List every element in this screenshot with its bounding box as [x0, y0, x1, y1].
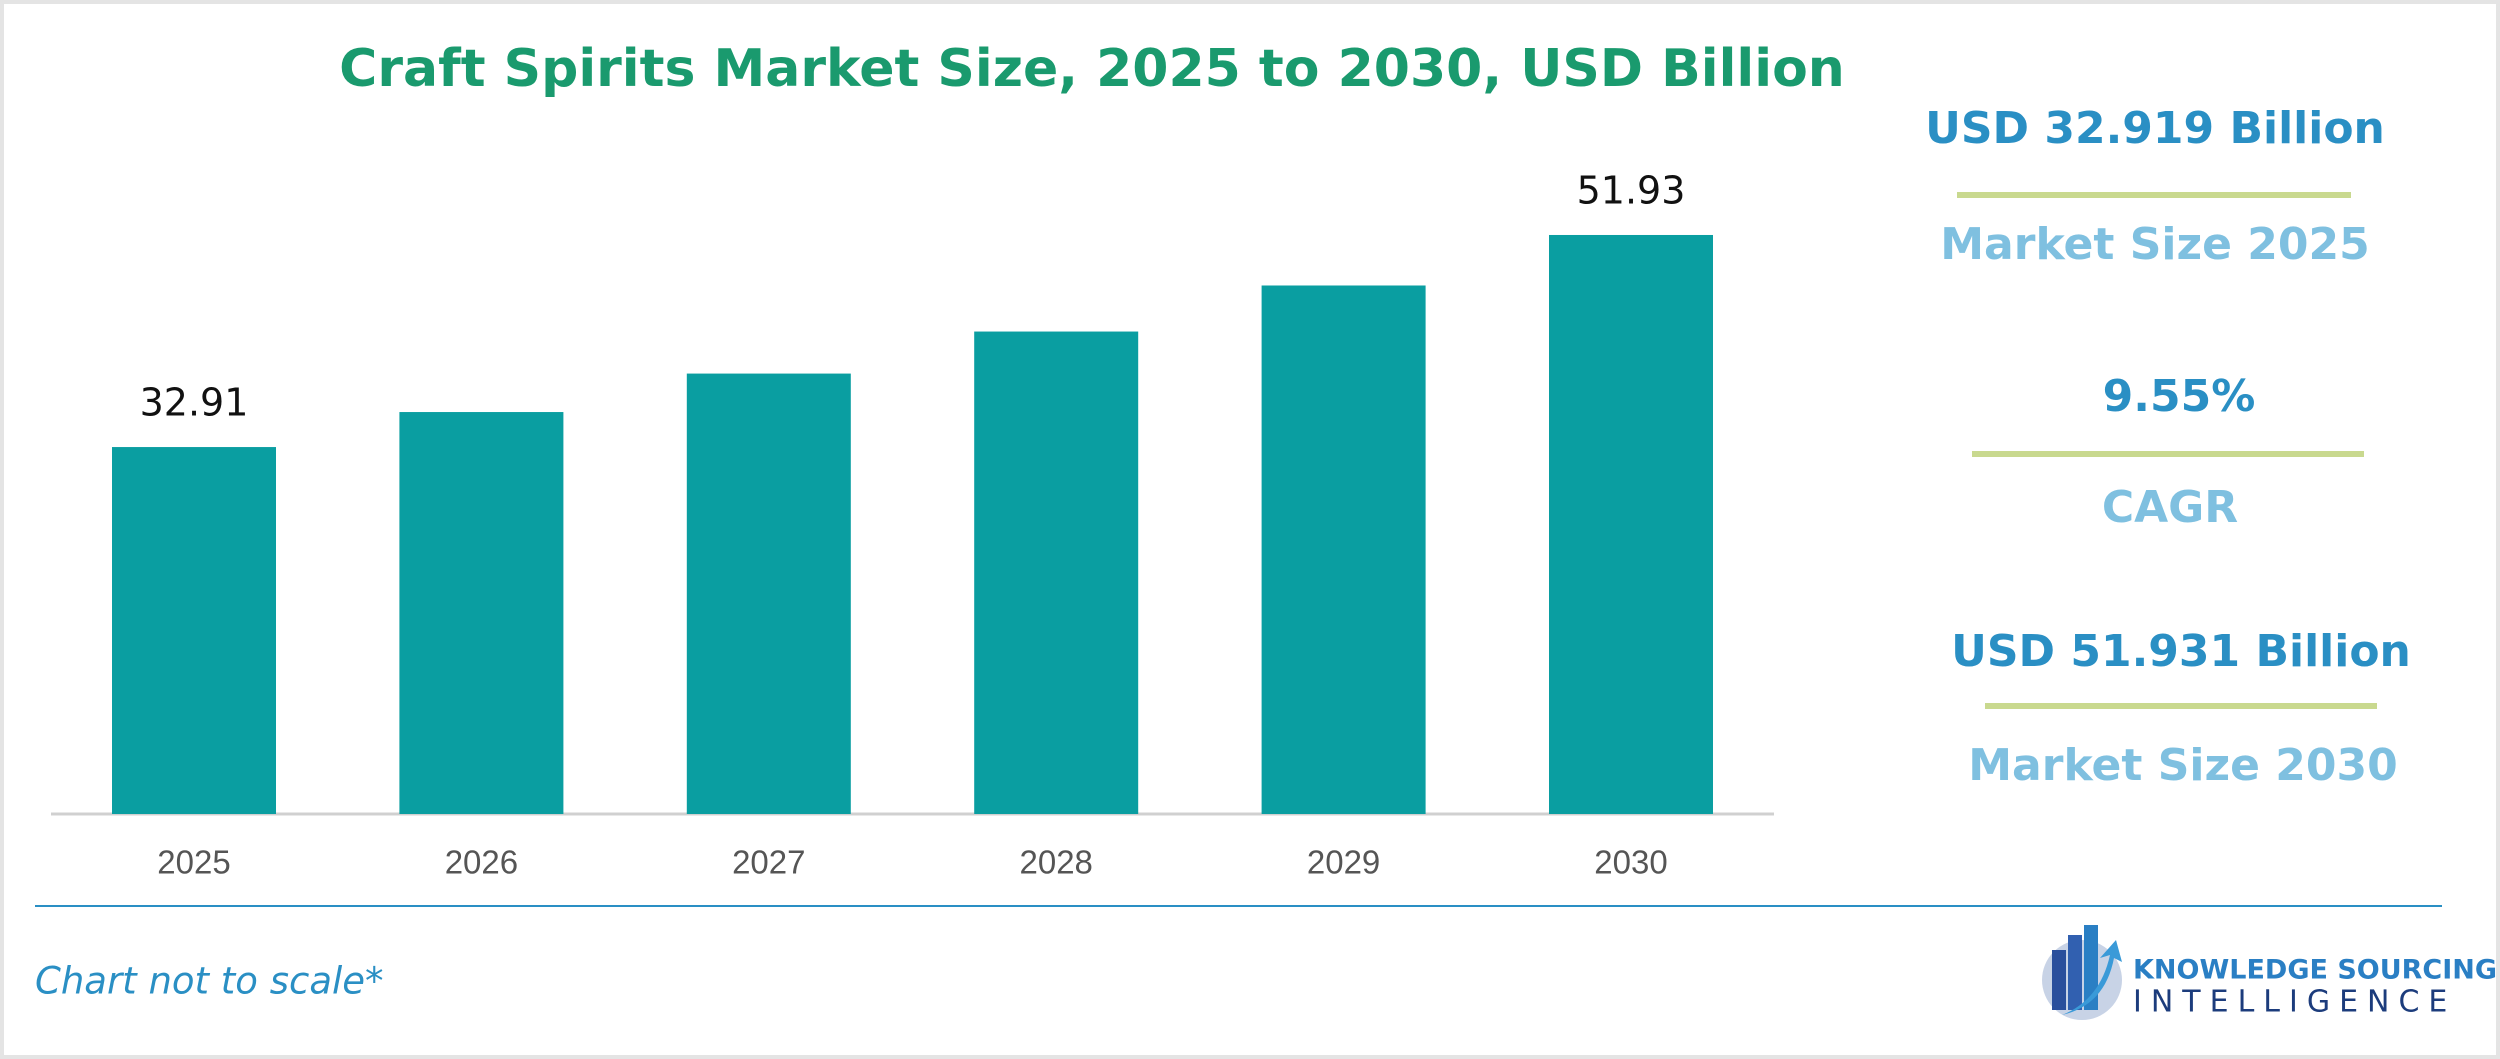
highlight-value: 9.55% — [2103, 371, 2256, 422]
bar — [399, 412, 564, 814]
highlight-value: USD 32.919 Billion — [1925, 103, 2385, 154]
x-tick-label: 2028 — [1019, 844, 1092, 881]
logo-icon — [2042, 925, 2122, 1020]
bar — [112, 447, 276, 814]
x-tick-label: 2027 — [732, 844, 805, 881]
bar — [974, 331, 1139, 814]
highlight-value: USD 51.931 Billion — [1951, 626, 2411, 677]
x-tick-label: 2025 — [157, 844, 230, 881]
chart-title: Craft Spirits Market Size, 2025 to 2030,… — [339, 39, 1845, 99]
x-tick-label: 2030 — [1594, 844, 1667, 881]
highlight-label: CAGR — [2102, 482, 2238, 533]
value-label: 32.91 — [140, 381, 249, 425]
bar — [686, 373, 851, 814]
logo-text: KNOWLEDGE SOURCING — [2133, 955, 2497, 986]
value-label: 51.93 — [1577, 168, 1686, 212]
highlight-label: Market Size 2030 — [1968, 740, 2397, 791]
x-tick-label: 2029 — [1307, 844, 1380, 881]
bar — [1549, 234, 1713, 815]
x-tick-label: 2026 — [445, 844, 518, 881]
highlight-label: Market Size 2025 — [1940, 219, 2369, 270]
logo-text: INTELLIGENCE — [2133, 985, 2456, 1020]
footnote: Chart not to scale* — [35, 960, 384, 1003]
bar — [1261, 285, 1426, 814]
